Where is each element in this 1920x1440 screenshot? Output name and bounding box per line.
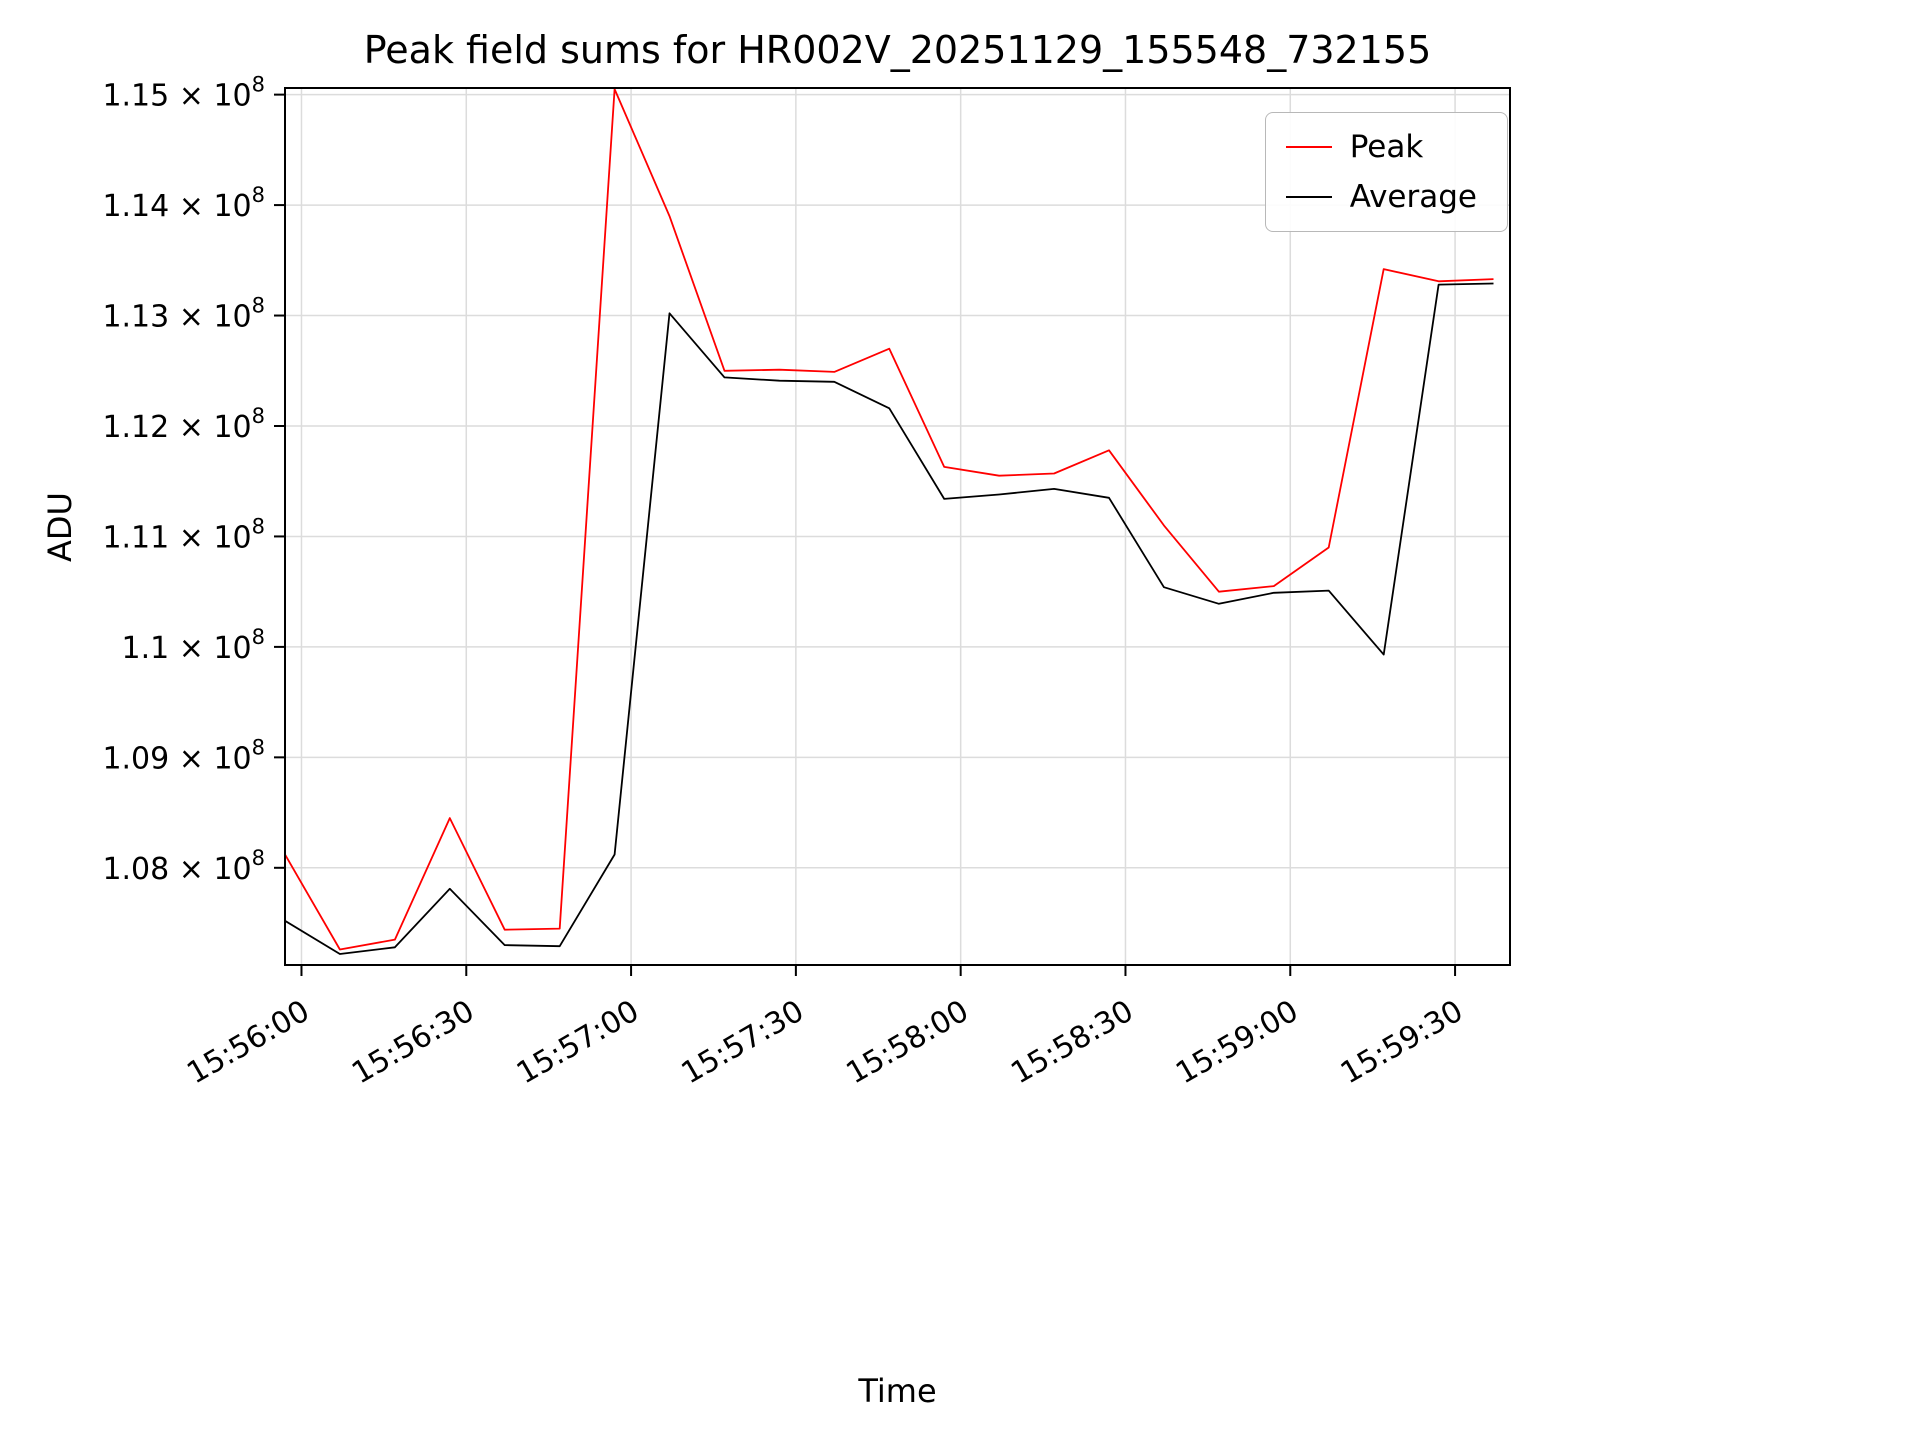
- y-tick-label: 1.15 × 108: [102, 73, 265, 114]
- legend-item-peak: Peak: [1285, 129, 1477, 165]
- x-axis-label: Time: [858, 1372, 937, 1410]
- average-series-line: [285, 282, 1494, 955]
- x-tick-label: 15:59:00: [1170, 994, 1304, 1092]
- legend-label-peak: Peak: [1349, 129, 1424, 165]
- x-tick-label: 15:56:00: [181, 994, 315, 1092]
- y-tick-label: 1.08 × 108: [102, 846, 265, 887]
- y-tick-label: 1.13 × 108: [102, 294, 265, 335]
- y-axis-label: ADU: [41, 492, 79, 562]
- x-tick-label: 15:58:30: [1005, 994, 1139, 1092]
- y-tick-label: 1.12 × 108: [102, 404, 265, 445]
- series-group: [285, 88, 1494, 955]
- y-tick-label: 1.11 × 108: [102, 514, 265, 555]
- x-tick-label: 15:56:30: [346, 994, 480, 1092]
- x-tick-label: 15:57:00: [511, 994, 645, 1092]
- legend-label-average: Average: [1349, 179, 1477, 215]
- peak-series-line: [285, 88, 1494, 951]
- legend-item-average: Average: [1285, 179, 1477, 215]
- chart-title: Peak field sums for HR002V_20251129_1555…: [363, 28, 1432, 72]
- axes-spines: [284, 87, 1511, 966]
- x-tick-label: 15:59:30: [1335, 994, 1469, 1092]
- axes-background: [285, 88, 1510, 965]
- y-tick-label: 1.1 × 108: [122, 625, 265, 666]
- y-tick-label: 1.14 × 108: [102, 183, 265, 224]
- y-tick-label: 1.09 × 108: [102, 735, 265, 776]
- average-line-swatch: [1285, 196, 1332, 198]
- legend: Peak Average: [1264, 112, 1508, 232]
- x-tick-label: 15:58:00: [840, 994, 974, 1092]
- x-tick-label: 15:57:30: [676, 994, 810, 1092]
- peak-line-swatch: [1285, 146, 1332, 148]
